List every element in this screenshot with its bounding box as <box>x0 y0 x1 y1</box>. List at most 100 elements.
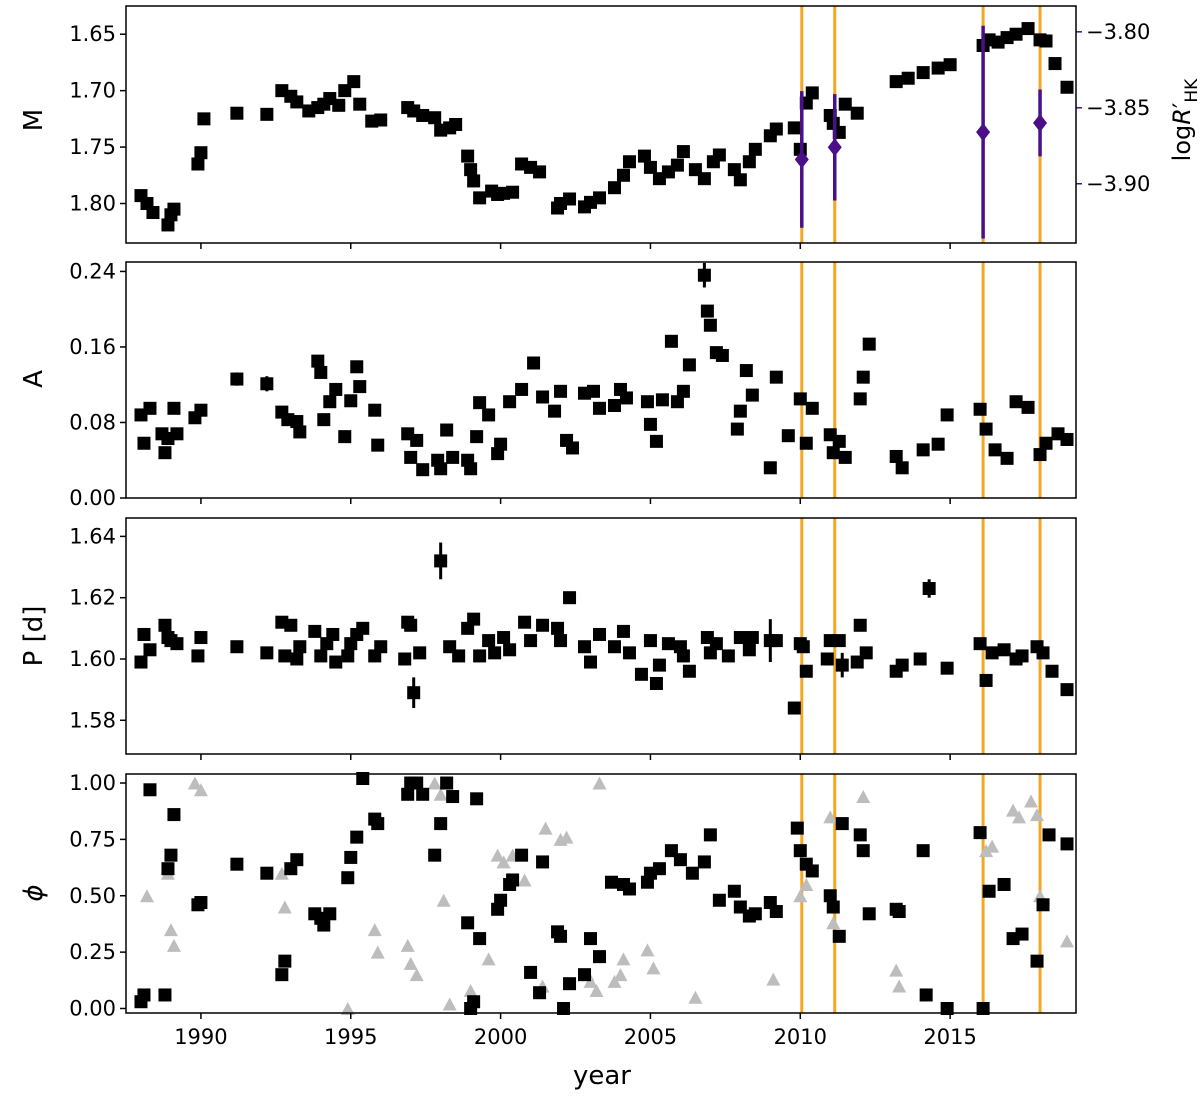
right-axis-label-main: log <box>1168 125 1196 162</box>
data-point <box>607 974 622 988</box>
data-point <box>733 404 747 418</box>
data-point <box>284 618 298 632</box>
data-point <box>1012 810 1027 824</box>
data-point <box>931 437 945 451</box>
data-point <box>943 58 957 72</box>
data-point <box>889 75 903 89</box>
activity-point <box>976 123 991 142</box>
data-point <box>1030 954 1044 968</box>
data-point <box>742 155 756 169</box>
data-point <box>649 677 663 691</box>
data-point <box>1060 432 1074 446</box>
data-point <box>554 929 568 943</box>
ytick-label: 1.65 <box>69 22 116 46</box>
data-point <box>661 637 675 651</box>
data-point <box>799 877 814 891</box>
ylabel-P: P [d] <box>19 606 49 667</box>
data-point <box>473 649 487 663</box>
plot-frame <box>125 261 1077 499</box>
data-point <box>464 462 478 476</box>
data-point <box>769 905 783 919</box>
data-point <box>137 627 151 641</box>
data-point <box>137 436 151 450</box>
data-point <box>805 864 819 878</box>
ytick-label: 1.80 <box>69 192 116 216</box>
plot-frame <box>125 5 1077 244</box>
data-point <box>619 391 633 405</box>
data-point <box>670 395 684 409</box>
data-point <box>290 95 304 109</box>
data-point <box>578 640 592 654</box>
data-point <box>643 634 657 648</box>
data-point <box>482 634 496 648</box>
panel-M: M logR′HK −3.80 −3.85 −3.90 1.65 1.70 1.75 1.8… <box>19 5 1200 249</box>
data-point <box>356 772 370 786</box>
data-point <box>467 995 481 1009</box>
data-point <box>524 634 538 648</box>
data-point <box>823 889 837 903</box>
data-point <box>712 893 726 907</box>
ylabel-phi: ϕ <box>19 884 49 901</box>
ytick-label: 1.00 <box>69 771 116 795</box>
data-point <box>979 673 993 687</box>
activity-point <box>1033 113 1048 132</box>
data-point <box>314 365 328 379</box>
data-point <box>853 828 867 842</box>
data-point <box>367 923 382 937</box>
data-point <box>1039 436 1053 450</box>
data-point <box>538 821 553 835</box>
data-point <box>506 873 520 887</box>
data-point <box>1033 448 1047 462</box>
data-point <box>643 160 657 174</box>
data-point <box>1006 803 1021 817</box>
data-point <box>733 173 747 187</box>
ytick-label: 1.60 <box>69 647 116 671</box>
data-point <box>931 61 945 75</box>
xtick-label: 2015 <box>923 1025 976 1049</box>
data-point <box>1009 27 1023 41</box>
data-point <box>895 461 909 475</box>
data-point <box>1015 927 1029 941</box>
data-point <box>446 450 460 464</box>
data-point <box>278 649 292 663</box>
data-point <box>440 776 454 790</box>
data-point <box>733 631 747 645</box>
data-point <box>700 304 714 318</box>
data-point <box>916 844 930 858</box>
data-point <box>163 923 178 937</box>
data-point <box>317 413 331 427</box>
data-point <box>748 907 762 921</box>
data-point <box>497 631 511 645</box>
right-axis-label-prime: ′ <box>1168 103 1196 108</box>
data-point <box>727 163 741 177</box>
data-point <box>191 649 205 663</box>
xtick-label: 2000 <box>474 1025 527 1049</box>
data-point <box>823 810 838 824</box>
panel-P: P [d] 1.58 1.60 1.62 1.64 <box>19 517 1077 760</box>
data-point <box>536 618 550 632</box>
data-point <box>311 354 325 368</box>
xtick-label: 1995 <box>324 1025 377 1049</box>
data-point <box>404 618 418 632</box>
data-point <box>1045 664 1059 678</box>
data-point <box>353 97 367 111</box>
data-point <box>796 640 810 654</box>
data-point <box>416 463 430 477</box>
data-point <box>139 889 154 903</box>
data-point <box>832 929 846 943</box>
data-point <box>554 634 568 648</box>
data-point <box>473 396 487 410</box>
data-point <box>563 591 577 605</box>
plot-frame <box>125 773 1077 1014</box>
data-point <box>557 1001 571 1015</box>
activity-point <box>827 138 842 157</box>
data-point <box>137 988 151 1002</box>
data-point <box>470 430 484 444</box>
data-point <box>916 66 930 80</box>
data-point <box>895 658 909 672</box>
data-point <box>332 98 346 112</box>
ytick-label: 0.08 <box>69 410 116 434</box>
data-point <box>158 618 172 632</box>
right-ytick-label: −3.85 <box>1086 96 1150 120</box>
